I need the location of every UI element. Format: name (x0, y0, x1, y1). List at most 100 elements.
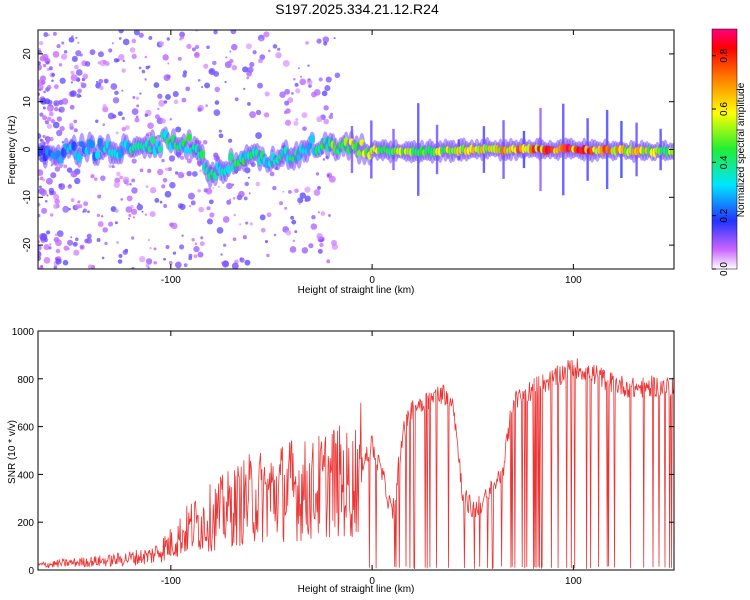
noise-speckle (213, 109, 221, 116)
noise-speckle (313, 189, 321, 196)
noise-speckle (77, 200, 81, 204)
noise-speckle (75, 36, 78, 39)
noise-speckle (188, 253, 193, 258)
noise-speckle (316, 38, 322, 44)
noise-speckle (127, 217, 130, 220)
noise-speckle (182, 73, 187, 78)
noise-speckle (231, 43, 238, 51)
noise-speckle (38, 244, 42, 251)
noise-speckle (179, 203, 186, 210)
noise-speckle (133, 30, 140, 36)
noise-speckle (162, 177, 168, 183)
noise-speckle (194, 44, 200, 50)
noise-speckle (43, 32, 49, 38)
noise-speckle (79, 53, 83, 57)
noise-speckle (168, 155, 176, 162)
noise-speckle (121, 126, 126, 132)
noise-speckle (326, 259, 331, 264)
noise-speckle (45, 199, 48, 203)
snr-series-line (38, 358, 674, 570)
noise-speckle (187, 192, 195, 200)
noise-speckle (144, 55, 148, 59)
noise-speckle (63, 164, 68, 169)
noise-speckle (54, 106, 59, 112)
noise-speckle (96, 238, 101, 242)
noise-speckle (45, 177, 53, 185)
noise-speckle (131, 158, 137, 164)
ridge-point (670, 147, 674, 156)
noise-speckle (157, 93, 163, 99)
noise-speckle (213, 70, 220, 77)
noise-speckle (58, 63, 63, 67)
noise-speckle (249, 61, 255, 68)
noise-speckle (205, 104, 209, 107)
noise-speckle (74, 204, 81, 210)
noise-speckle (290, 92, 294, 95)
noise-speckle (121, 89, 124, 92)
y-tick-label: 1000 (12, 327, 35, 338)
noise-speckle (194, 242, 198, 246)
noise-speckle (199, 169, 202, 173)
noise-speckle (200, 236, 204, 240)
noise-speckle (38, 169, 44, 176)
noise-speckle (252, 50, 257, 55)
noise-speckle (188, 204, 192, 208)
noise-speckle (56, 230, 64, 238)
noise-speckle (41, 80, 46, 85)
noise-speckle (147, 122, 154, 129)
noise-speckle (267, 49, 271, 53)
noise-speckle (269, 171, 275, 177)
noise-speckle (284, 88, 291, 95)
noise-speckle (229, 50, 232, 53)
x-tick-label: 100 (565, 275, 582, 286)
noise-speckle (222, 260, 229, 267)
noise-speckle (305, 41, 309, 45)
ridge-point (199, 149, 205, 160)
noise-speckle (179, 244, 185, 250)
noise-speckle (197, 107, 202, 112)
noise-speckle (38, 132, 42, 140)
noise-speckle (116, 171, 121, 177)
noise-speckle (53, 193, 60, 200)
noise-speckle (225, 56, 228, 59)
noise-speckle (297, 67, 300, 70)
noise-speckle (144, 78, 147, 81)
ridge-point (186, 133, 192, 142)
noise-speckle (131, 187, 138, 194)
noise-speckle (97, 221, 104, 228)
noise-speckle (46, 116, 52, 122)
noise-speckle (197, 189, 201, 193)
noise-speckle (260, 227, 266, 233)
noise-speckle (42, 63, 47, 68)
noise-speckle (255, 132, 262, 139)
colorbar-tick-label: 0.2 (719, 208, 730, 222)
noise-speckle (54, 166, 61, 172)
noise-speckle (102, 123, 106, 126)
noise-speckle (141, 210, 144, 213)
noise-speckle (239, 223, 242, 226)
noise-speckle (148, 36, 153, 40)
noise-speckle (98, 78, 104, 84)
noise-speckle (90, 174, 95, 179)
noise-speckle (63, 50, 68, 54)
noise-speckle (168, 260, 173, 265)
noise-speckle (249, 111, 257, 119)
noise-speckle (273, 233, 277, 237)
noise-speckle (86, 233, 92, 239)
noise-speckle (190, 200, 196, 206)
noise-speckle (62, 205, 70, 213)
noise-speckle (43, 243, 50, 251)
noise-speckle (208, 199, 214, 205)
noise-speckle (183, 263, 188, 268)
noise-speckle (77, 88, 82, 94)
noise-speckle (214, 100, 220, 105)
noise-speckle (113, 165, 116, 169)
noise-speckle (61, 141, 64, 144)
noise-speckle (99, 85, 104, 91)
ridge-point (157, 145, 163, 153)
noise-speckle (174, 171, 179, 175)
noise-speckle (243, 196, 248, 201)
noise-speckle (45, 60, 50, 65)
noise-speckle (185, 86, 191, 92)
